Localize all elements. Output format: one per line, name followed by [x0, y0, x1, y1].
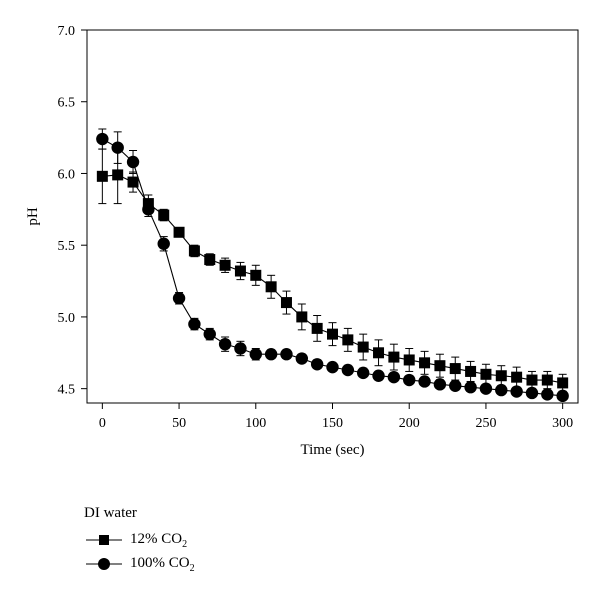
legend-title: DI water	[84, 505, 137, 521]
data-point-circle	[525, 386, 539, 400]
legend-marker-square	[86, 535, 122, 545]
data-point-circle	[495, 383, 508, 397]
data-point-square	[234, 265, 246, 277]
data-point-square	[296, 311, 308, 323]
data-point-circle	[403, 373, 416, 387]
legend-label-12-co2: 12% CO2	[130, 530, 188, 550]
data-point-circle	[218, 337, 232, 351]
x-tick-label: 0	[99, 416, 106, 431]
data-point-circle	[510, 385, 523, 398]
data-point-square	[357, 341, 369, 353]
data-point-square	[449, 363, 461, 375]
data-point-circle	[541, 388, 554, 401]
data-point-square	[434, 360, 446, 372]
x-tick-label: 150	[322, 416, 343, 431]
data-point-square	[342, 334, 354, 346]
data-point-circle	[556, 389, 569, 403]
x-tick-label: 100	[245, 416, 266, 431]
data-point-circle	[341, 363, 355, 377]
data-point-square	[327, 328, 338, 340]
data-point-square	[204, 254, 216, 266]
data-point-square	[480, 368, 492, 380]
data-point-circle	[126, 155, 140, 169]
data-point-circle	[157, 237, 170, 250]
data-point-circle	[387, 370, 401, 384]
x-tick-label: 250	[475, 416, 496, 431]
data-point-circle	[142, 203, 155, 216]
data-point-square	[188, 245, 200, 257]
data-point-circle	[326, 360, 339, 374]
data-point-square	[127, 176, 139, 188]
data-point-square	[541, 374, 553, 386]
data-point-circle	[280, 348, 293, 361]
data-point-circle	[449, 379, 462, 392]
data-point-square	[388, 351, 400, 363]
y-axis-title: pH	[25, 207, 41, 226]
data-point-circle	[96, 132, 109, 146]
data-point-circle	[310, 358, 324, 371]
data-point-circle	[203, 327, 216, 341]
series-line	[102, 138, 563, 397]
data-point-circle	[172, 292, 186, 305]
data-point-circle	[433, 378, 447, 391]
x-tick-label: 50	[172, 416, 186, 431]
data-point-square	[419, 357, 431, 369]
data-point-square	[557, 377, 569, 389]
data-point-square	[158, 209, 170, 221]
data-point-square	[219, 259, 231, 271]
data-point-square	[403, 354, 415, 366]
data-point-circle	[356, 366, 370, 380]
legend-entry-12-co2: 12% CO2	[84, 528, 195, 552]
legend-marker-circle	[86, 558, 122, 570]
y-tick-label: 5.5	[58, 239, 76, 254]
data-point-circle	[111, 141, 124, 154]
data-point-square	[250, 269, 262, 281]
legend: DI water 12% CO2 100% CO2	[84, 505, 195, 576]
y-tick-label: 6.0	[58, 167, 76, 182]
data-point-square	[265, 281, 277, 293]
data-point-square	[373, 347, 385, 359]
series-square	[96, 145, 569, 393]
y-tick-label: 7.0	[58, 24, 76, 39]
data-point-circle	[295, 352, 309, 365]
data-point-square	[465, 365, 477, 377]
data-point-circle	[479, 382, 493, 395]
data-point-circle	[249, 348, 262, 361]
y-tick-label: 5.0	[58, 311, 76, 326]
data-point-circle	[188, 317, 201, 331]
y-tick-label: 4.5	[58, 383, 76, 398]
y-tick-label: 6.5	[58, 96, 76, 111]
data-point-circle	[372, 369, 385, 382]
legend-entry-100-co2: 100% CO2	[84, 552, 195, 576]
legend-label-100-co2: 100% CO2	[130, 554, 195, 574]
series-line	[102, 174, 563, 384]
data-point-square	[511, 371, 523, 383]
x-tick-label: 300	[552, 416, 573, 431]
series-circle	[96, 128, 569, 403]
data-point-square	[526, 374, 538, 386]
data-point-circle	[464, 381, 477, 394]
data-point-square	[173, 226, 185, 238]
data-point-square	[311, 322, 323, 334]
data-point-circle	[234, 342, 247, 355]
x-axis-title: Time (sec)	[300, 442, 364, 458]
chart: 0 50 100 150 200 250 300 4.5 5.0 5.5 6.0 6.5 7.0 Time…	[25, 24, 579, 458]
data-point-square	[96, 170, 108, 182]
data-point-circle	[264, 348, 278, 361]
data-point-square	[112, 169, 124, 181]
data-point-square	[280, 297, 292, 309]
data-point-circle	[418, 375, 431, 388]
x-tick-label: 200	[399, 416, 420, 431]
data-point-square	[495, 370, 507, 382]
